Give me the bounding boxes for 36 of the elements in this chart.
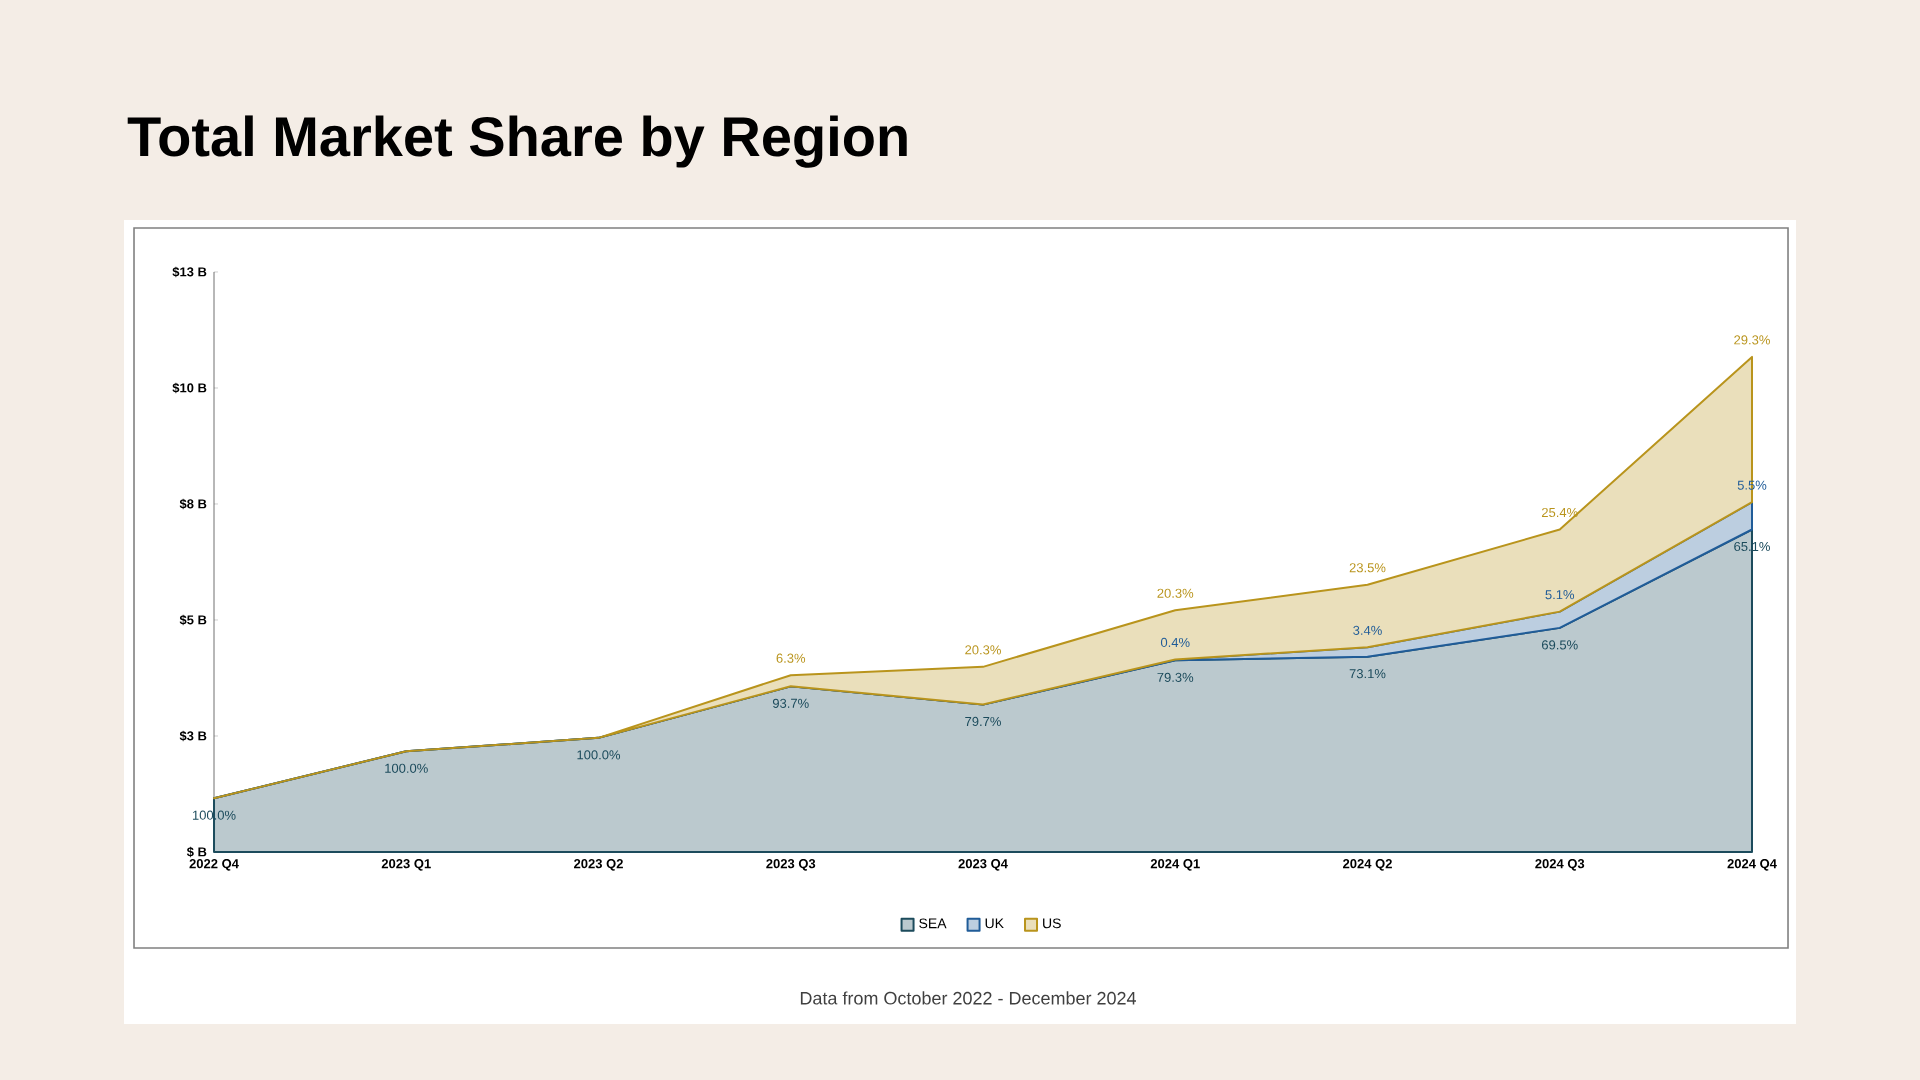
annotation: 79.3%	[1157, 672, 1194, 682]
annotation: 23.5%	[1349, 563, 1386, 573]
x-tick-label: 2024 Q2	[1343, 859, 1392, 871]
y-tick-label: $10 B	[172, 382, 207, 394]
x-tick-label: 2023 Q1	[381, 859, 431, 871]
chart-title: Total Market Share by Region	[127, 115, 907, 168]
y-tick-label: $3 B	[179, 730, 207, 742]
x-tick-label: 2022 Q4	[189, 859, 239, 871]
y-tick-label: $8 B	[179, 498, 207, 510]
annotation: 5.1%	[1545, 590, 1575, 600]
annotation: 29.3%	[1734, 335, 1770, 345]
annotation: 69.5%	[1541, 640, 1578, 650]
y-tick-label: $ B	[186, 846, 207, 858]
annotation: 0.4%	[1160, 637, 1190, 648]
annotation: 73.1%	[1349, 669, 1386, 679]
legend-label: SEA	[919, 918, 947, 929]
annotation: 20.3%	[1157, 588, 1194, 598]
annotation: 20.3%	[965, 645, 1001, 655]
annotation: 100.0%	[577, 750, 621, 760]
annotation: 3.4%	[1353, 625, 1382, 635]
x-tick-label: 2023 Q2	[574, 859, 623, 871]
annotation: 100.0%	[385, 763, 428, 773]
annotation: 6.3%	[776, 653, 806, 663]
x-tick-label: 2023 Q3	[766, 859, 816, 871]
legend-label: US	[1043, 918, 1061, 929]
x-tick-label: 2024 Q3	[1535, 859, 1585, 871]
x-tick-label: 2023 Q4	[958, 859, 1008, 871]
x-tick-label: 2024 Q4	[1727, 859, 1777, 871]
annotation: 25.4%	[1541, 507, 1578, 518]
y-tick-label: $13 B	[172, 266, 207, 278]
legend-label: UK	[985, 918, 1004, 929]
annotation: 93.7%	[772, 698, 809, 708]
x-tick-label: 2024 Q1	[1150, 859, 1200, 871]
y-tick-label: $5 B	[179, 614, 207, 626]
annotation: 79.7%	[965, 716, 1001, 727]
text: Data from October 2022 - December 2024	[800, 991, 1136, 1005]
